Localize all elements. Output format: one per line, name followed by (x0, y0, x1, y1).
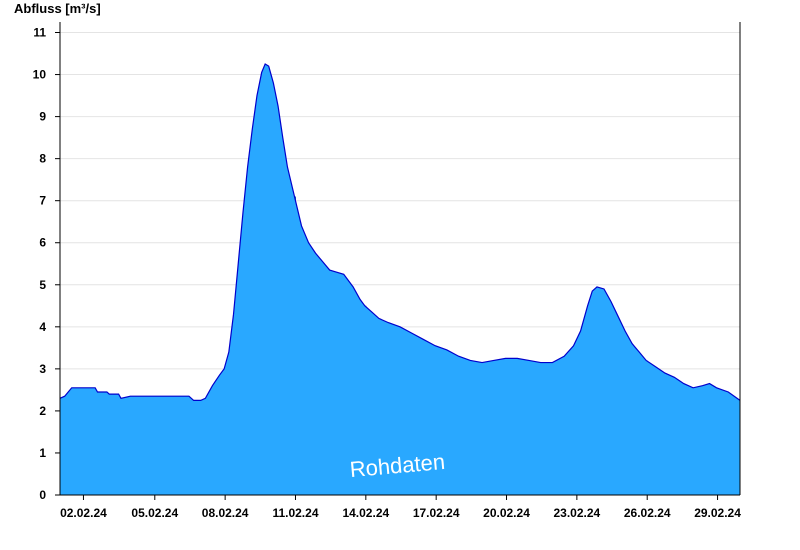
discharge-line (59, 63, 741, 401)
y-tick-label: 0 (39, 488, 46, 502)
x-tick-label: 26.02.24 (624, 506, 671, 520)
x-tick-label: 14.02.24 (342, 506, 389, 520)
y-tick-label: 10 (33, 68, 47, 82)
x-tick-label: 02.02.24 (60, 506, 107, 520)
y-tick-label: 6 (39, 236, 46, 250)
y-tick-label: 3 (39, 362, 46, 376)
x-tick-label: 11.02.24 (272, 506, 318, 520)
y-axis-ticks: 0 1 2 3 4 5 6 7 8 9 10 11 (33, 26, 60, 502)
y-tick-label: 2 (39, 404, 46, 418)
y-tick-label: 5 (39, 278, 46, 292)
x-axis-ticks: 02.02.24 05.02.24 08.02.24 11.02.24 14.02.24… (60, 495, 741, 520)
x-tick-label: 23.02.24 (554, 506, 601, 520)
y-tick-label: 11 (33, 26, 46, 40)
x-tick-label: 17.02.24 (413, 506, 460, 520)
x-tick-label: 08.02.24 (202, 506, 249, 520)
y-tick-label: 8 (39, 152, 46, 166)
y-tick-label: 1 (39, 446, 46, 460)
y-tick-label: 7 (39, 194, 46, 208)
x-tick-label: 05.02.24 (131, 506, 178, 520)
y-tick-label: 9 (39, 110, 46, 124)
y-axis-label: Abfluss [m³/s] (14, 1, 101, 16)
y-tick-label: 4 (39, 320, 46, 334)
discharge-area (60, 64, 740, 495)
x-tick-label: 20.02.24 (483, 506, 530, 520)
x-tick-label: 29.02.24 (694, 506, 741, 520)
axes (55, 22, 741, 496)
